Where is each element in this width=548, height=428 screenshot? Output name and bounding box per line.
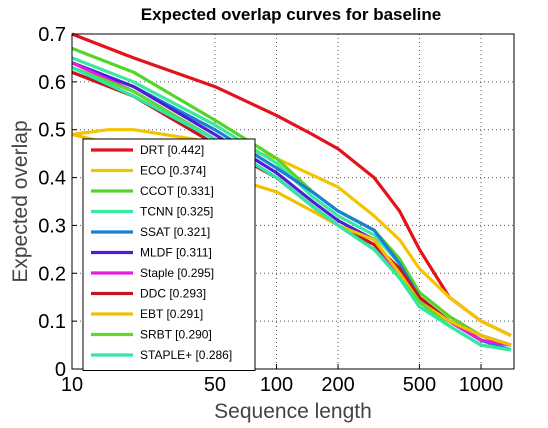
legend-label-6: Staple [0.295] (140, 266, 214, 280)
series-lines (71, 32, 512, 352)
y-tick-label-5: 0.5 (38, 120, 66, 142)
y-axis-label: Expected overlap (9, 120, 32, 282)
legend-label-8: EBT [0.291] (140, 307, 203, 321)
x-tick-label-2: 100 (260, 374, 293, 396)
legend-label-9: SRBT [0.290] (140, 328, 212, 342)
legend-label-10: STAPLE+ [0.286] (140, 348, 232, 362)
legend-box (82, 138, 256, 371)
y-tick-label-2: 0.2 (38, 263, 66, 285)
x-tick-label-4: 500 (403, 374, 436, 396)
legend-label-3: TCNN [0.325] (140, 205, 213, 219)
series-line-10 (71, 66, 512, 352)
axis-ticks: 0 0.1 0.2 0.3 0.4 0.5 0.6 0.7 10 50 100 200 500 1000 (38, 24, 503, 396)
plot-frame (71, 33, 515, 370)
x-tick-label-0: 10 (61, 374, 83, 396)
x-tick-label-5: 1000 (459, 374, 504, 396)
y-tick-label-3: 0.3 (38, 215, 66, 237)
chart-title: Expected overlap curves for baseline (141, 5, 441, 24)
legend-label-4: SSAT [0.321] (140, 225, 210, 239)
x-axis-label: Sequence length (214, 400, 372, 423)
x-tick-label-3: 200 (321, 374, 354, 396)
y-tick-label-7: 0.7 (38, 24, 66, 46)
y-tick-label-1: 0.1 (38, 311, 66, 333)
series-line-1 (71, 128, 512, 337)
legend-label-7: DDC [0.293] (140, 287, 206, 301)
legend-label-0: DRT [0.442] (140, 143, 204, 157)
y-tick-label-6: 0.6 (38, 72, 66, 94)
legend: DRT [0.442] ECO [0.374] CCOT [0.331] TCNN [… (82, 138, 256, 371)
x-tick-label-1: 50 (204, 374, 226, 396)
y-tick-label-0: 0 (55, 359, 66, 381)
legend-label-5: MLDF [0.311] (140, 246, 212, 260)
y-tick-label-4: 0.4 (38, 168, 66, 190)
legend-label-1: ECO [0.374] (140, 164, 206, 178)
legend-label-2: CCOT [0.331] (140, 184, 214, 198)
